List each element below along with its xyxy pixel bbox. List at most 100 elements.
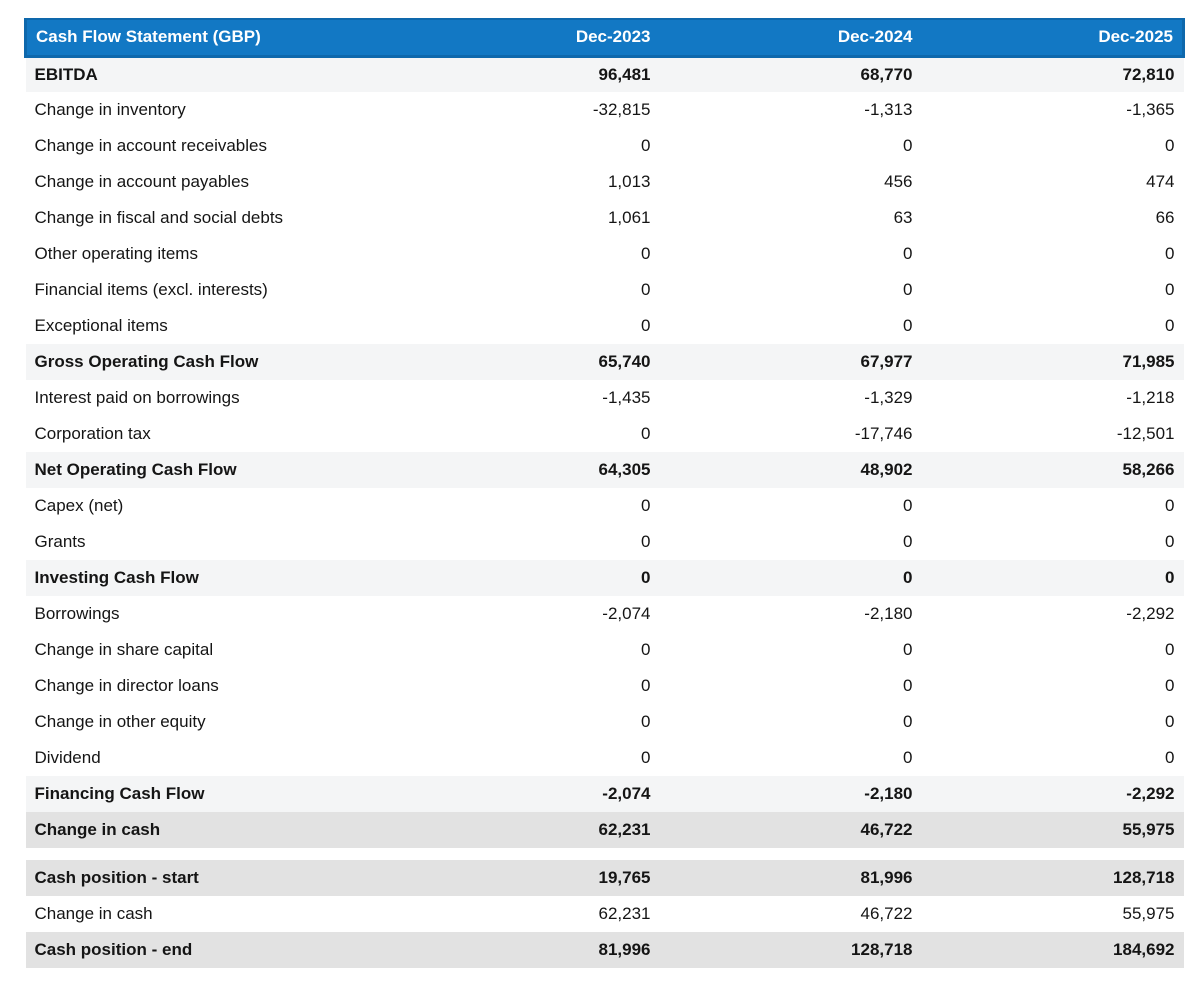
table-title: Cash Flow Statement (GBP) [24,18,398,58]
table-row: Borrowings -2,074 -2,180 -2,292 [25,596,1184,632]
table-row: Financing Cash Flow -2,074 -2,180 -2,292 [25,776,1184,812]
row-value-dec-2024: 0 [659,524,922,560]
table-row: Capex (net) 0 0 0 [25,488,1184,524]
row-label: Change in inventory [25,92,398,128]
row-value-dec-2023: 0 [397,272,660,308]
row-value-dec-2023: 1,013 [397,164,660,200]
table-row: Net Operating Cash Flow 64,305 48,902 58… [25,452,1184,488]
table-spacer-row [25,848,1184,860]
table-row: Change in share capital 0 0 0 [25,632,1184,668]
row-value-dec-2024: -2,180 [659,776,922,812]
table-row: Change in cash 62,231 46,722 55,975 [25,896,1184,932]
row-value-dec-2023: 0 [397,704,660,740]
row-value-dec-2023: 0 [397,740,660,776]
row-value-dec-2023: 0 [397,416,660,452]
row-value-dec-2023: 0 [397,560,660,596]
row-label: Investing Cash Flow [25,560,398,596]
row-value-dec-2025: 58,266 [921,452,1184,488]
table-row: Cash position - start 19,765 81,996 128,… [25,860,1184,896]
row-value-dec-2025: 71,985 [921,344,1184,380]
row-value-dec-2023: 0 [397,236,660,272]
row-value-dec-2024: -17,746 [659,416,922,452]
row-label: Change in director loans [25,668,398,704]
row-value-dec-2025: 0 [921,668,1184,704]
row-value-dec-2025: 0 [921,488,1184,524]
table-row: Change in account receivables 0 0 0 [25,128,1184,164]
row-value-dec-2024: 456 [659,164,922,200]
row-value-dec-2025: 0 [921,272,1184,308]
row-value-dec-2023: 0 [397,488,660,524]
table-row: Change in fiscal and social debts 1,061 … [25,200,1184,236]
row-value-dec-2024: 0 [659,704,922,740]
row-value-dec-2024: -2,180 [659,596,922,632]
row-value-dec-2025: 55,975 [921,812,1184,848]
row-label: Capex (net) [25,488,398,524]
row-label: Cash position - end [25,932,398,968]
row-value-dec-2025: -2,292 [921,776,1184,812]
row-label: Financial items (excl. interests) [25,272,398,308]
row-label: Net Operating Cash Flow [25,452,398,488]
row-value-dec-2024: 0 [659,560,922,596]
row-value-dec-2025: -12,501 [921,416,1184,452]
row-value-dec-2024: -1,329 [659,380,922,416]
row-value-dec-2025: 0 [921,560,1184,596]
row-label: Dividend [25,740,398,776]
spacer-cell [25,848,1184,860]
row-value-dec-2023: 65,740 [397,344,660,380]
row-value-dec-2024: 46,722 [659,812,922,848]
row-value-dec-2023: 1,061 [397,200,660,236]
row-label: Cash position - start [25,860,398,896]
row-value-dec-2025: -2,292 [921,596,1184,632]
row-value-dec-2024: 0 [659,272,922,308]
row-value-dec-2023: -1,435 [397,380,660,416]
row-value-dec-2024: 81,996 [659,860,922,896]
row-value-dec-2024: -1,313 [659,92,922,128]
row-value-dec-2025: 55,975 [921,896,1184,932]
row-value-dec-2024: 67,977 [659,344,922,380]
row-value-dec-2024: 0 [659,128,922,164]
table-row: Corporation tax 0 -17,746 -12,501 [25,416,1184,452]
table-row: Change in cash 62,231 46,722 55,975 [25,812,1184,848]
row-value-dec-2024: 68,770 [659,56,922,92]
row-label: Interest paid on borrowings [25,380,398,416]
table-row: Dividend 0 0 0 [25,740,1184,776]
row-value-dec-2024: 46,722 [659,896,922,932]
row-label: Change in cash [25,812,398,848]
row-value-dec-2023: 96,481 [397,56,660,92]
row-value-dec-2024: 0 [659,668,922,704]
row-value-dec-2023: 62,231 [397,896,660,932]
row-value-dec-2025: 0 [921,236,1184,272]
row-label: Change in account receivables [25,128,398,164]
row-label: Grants [25,524,398,560]
row-label: Change in fiscal and social debts [25,200,398,236]
cash-flow-table: Cash Flow Statement (GBP) Dec-2023 Dec-2… [24,18,1185,968]
row-value-dec-2023: 0 [397,524,660,560]
table-row: Change in inventory -32,815 -1,313 -1,36… [25,92,1184,128]
row-value-dec-2023: 0 [397,632,660,668]
column-header-dec-2025: Dec-2025 [921,18,1185,58]
table-row: Change in account payables 1,013 456 474 [25,164,1184,200]
row-value-dec-2024: 0 [659,488,922,524]
row-value-dec-2024: 0 [659,308,922,344]
row-value-dec-2025: -1,218 [921,380,1184,416]
row-value-dec-2024: 0 [659,632,922,668]
row-value-dec-2024: 0 [659,236,922,272]
row-value-dec-2023: 0 [397,668,660,704]
table-row: Gross Operating Cash Flow 65,740 67,977 … [25,344,1184,380]
table-row: Interest paid on borrowings -1,435 -1,32… [25,380,1184,416]
row-value-dec-2024: 128,718 [659,932,922,968]
row-value-dec-2025: 0 [921,524,1184,560]
table-row: Change in other equity 0 0 0 [25,704,1184,740]
row-value-dec-2025: 474 [921,164,1184,200]
row-label: Exceptional items [25,308,398,344]
row-label: Change in cash [25,896,398,932]
row-value-dec-2025: 0 [921,740,1184,776]
row-label: Corporation tax [25,416,398,452]
row-value-dec-2024: 0 [659,740,922,776]
row-value-dec-2025: 0 [921,704,1184,740]
row-value-dec-2025: 66 [921,200,1184,236]
row-value-dec-2025: 128,718 [921,860,1184,896]
row-label: Change in other equity [25,704,398,740]
row-label: Gross Operating Cash Flow [25,344,398,380]
